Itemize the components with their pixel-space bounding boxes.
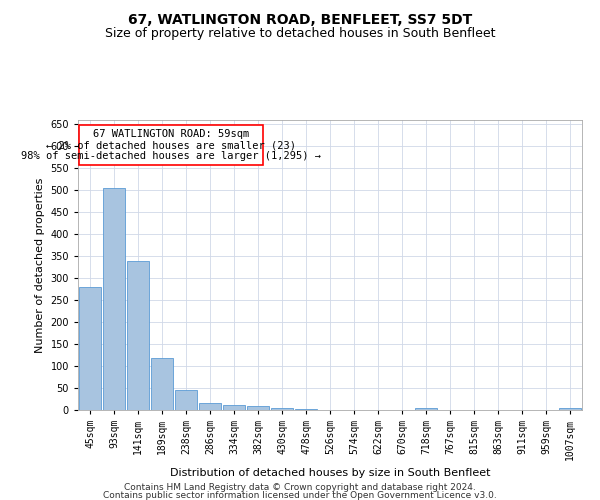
Y-axis label: Number of detached properties: Number of detached properties bbox=[35, 178, 45, 352]
Bar bbox=[199, 403, 221, 410]
Bar bbox=[151, 358, 173, 410]
Text: 98% of semi-detached houses are larger (1,295) →: 98% of semi-detached houses are larger (… bbox=[21, 151, 321, 161]
X-axis label: Distribution of detached houses by size in South Benfleet: Distribution of detached houses by size … bbox=[170, 468, 490, 478]
Bar bbox=[175, 390, 197, 410]
Bar bbox=[295, 408, 317, 410]
Text: ← 2% of detached houses are smaller (23): ← 2% of detached houses are smaller (23) bbox=[46, 140, 296, 150]
FancyBboxPatch shape bbox=[79, 126, 263, 165]
Text: Contains HM Land Registry data © Crown copyright and database right 2024.: Contains HM Land Registry data © Crown c… bbox=[124, 483, 476, 492]
Bar bbox=[103, 188, 125, 410]
Bar bbox=[223, 405, 245, 410]
Text: Size of property relative to detached houses in South Benfleet: Size of property relative to detached ho… bbox=[105, 28, 495, 40]
Bar bbox=[127, 262, 149, 410]
Bar bbox=[271, 408, 293, 410]
Bar bbox=[247, 406, 269, 410]
Bar bbox=[559, 408, 581, 410]
Text: 67, WATLINGTON ROAD, BENFLEET, SS7 5DT: 67, WATLINGTON ROAD, BENFLEET, SS7 5DT bbox=[128, 12, 472, 26]
Text: Contains public sector information licensed under the Open Government Licence v3: Contains public sector information licen… bbox=[103, 492, 497, 500]
Text: 67 WATLINGTON ROAD: 59sqm: 67 WATLINGTON ROAD: 59sqm bbox=[93, 129, 249, 139]
Bar bbox=[415, 408, 437, 410]
Bar bbox=[79, 287, 101, 410]
